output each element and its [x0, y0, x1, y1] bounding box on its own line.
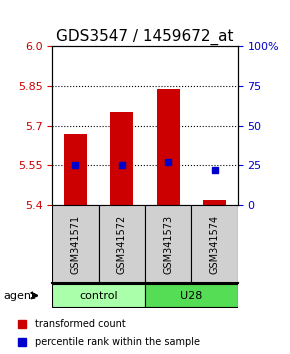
Bar: [203, 200, 226, 205]
Text: control: control: [79, 291, 118, 301]
FancyBboxPatch shape: [145, 205, 191, 283]
Text: GSM341574: GSM341574: [210, 215, 220, 274]
Text: GSM341571: GSM341571: [70, 215, 80, 274]
FancyBboxPatch shape: [145, 285, 238, 307]
Bar: [64, 133, 87, 205]
Text: GSM341572: GSM341572: [117, 215, 127, 274]
Bar: [110, 113, 133, 205]
Title: GDS3547 / 1459672_at: GDS3547 / 1459672_at: [56, 28, 234, 45]
FancyBboxPatch shape: [191, 205, 238, 283]
Text: agent: agent: [3, 291, 35, 301]
Text: transformed count: transformed count: [35, 319, 126, 329]
Text: GSM341573: GSM341573: [163, 215, 173, 274]
FancyBboxPatch shape: [52, 285, 145, 307]
Text: U28: U28: [180, 291, 203, 301]
FancyBboxPatch shape: [99, 205, 145, 283]
Text: percentile rank within the sample: percentile rank within the sample: [35, 337, 200, 347]
FancyBboxPatch shape: [52, 205, 99, 283]
Bar: [157, 88, 180, 205]
